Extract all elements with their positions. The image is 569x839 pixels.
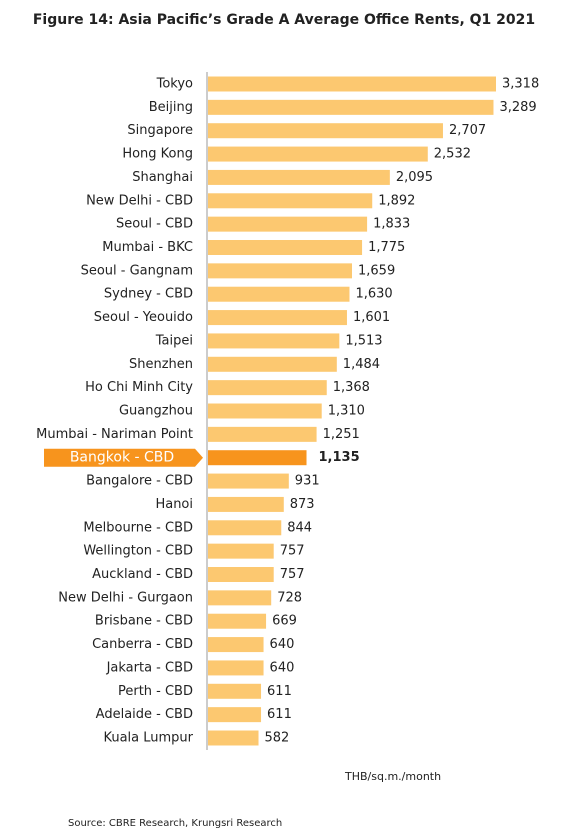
- value-label: 757: [280, 567, 305, 582]
- bar: [208, 310, 347, 326]
- bar: [208, 567, 274, 582]
- y-tick-label: Mumbai - BKC: [102, 240, 193, 255]
- y-tick-label: Sydney - CBD: [104, 287, 193, 302]
- value-label: 844: [287, 520, 312, 535]
- value-label: 640: [270, 660, 295, 675]
- bar: [208, 99, 494, 115]
- value-label: 640: [270, 637, 295, 652]
- bar: [208, 543, 274, 559]
- bar: [208, 123, 443, 139]
- value-label: 757: [280, 544, 305, 559]
- bar: [208, 76, 496, 92]
- value-label: 1,251: [323, 427, 360, 442]
- y-tick-label: Tokyo: [156, 77, 193, 92]
- y-tick-label: Hong Kong: [122, 147, 193, 162]
- y-tick-label: New Delhi - Gurgaon: [58, 590, 193, 605]
- y-tick-label: Brisbane - CBD: [95, 614, 193, 629]
- value-label: 1,659: [358, 263, 395, 278]
- bar: [208, 169, 390, 185]
- bar: [208, 193, 373, 209]
- chart-title: Figure 14: Asia Pacific’s Grade A Averag…: [33, 12, 535, 28]
- y-tick-label: Shenzhen: [129, 357, 193, 372]
- bar: [208, 496, 284, 512]
- value-label: 2,532: [434, 147, 471, 162]
- bar: [208, 450, 307, 466]
- value-label: 1,601: [353, 310, 390, 325]
- y-tick-label: Mumbai - Nariman Point: [36, 427, 193, 442]
- y-tick-label: Adelaide - CBD: [96, 707, 193, 722]
- bar: [208, 426, 317, 442]
- bar: [208, 356, 337, 372]
- value-label: 1,513: [345, 333, 382, 348]
- value-label: 1,368: [333, 380, 370, 395]
- y-tick-label: Bangalore - CBD: [86, 474, 193, 489]
- y-tick-label: Taipei: [155, 333, 193, 348]
- y-tick-label: Perth - CBD: [118, 684, 193, 699]
- y-tick-label: Ho Chi Minh City: [85, 380, 193, 395]
- y-tick-label: Seoul - CBD: [116, 217, 193, 232]
- bar: [208, 263, 352, 279]
- value-label: 1,892: [378, 193, 415, 208]
- y-tick-label: Kuala Lumpur: [103, 731, 193, 746]
- bar: [208, 473, 289, 489]
- y-tick-label: Wellington - CBD: [83, 544, 193, 559]
- value-label: 1,135: [319, 450, 360, 465]
- y-tick-label: Jakarta - CBD: [106, 660, 193, 675]
- y-tick-label: Singapore: [127, 123, 193, 138]
- value-label: 3,318: [502, 77, 539, 92]
- bar: [208, 380, 327, 396]
- y-tick-label: Guangzhou: [119, 404, 193, 419]
- bar: [208, 286, 350, 302]
- value-label: 873: [290, 497, 315, 512]
- bar: [208, 613, 267, 629]
- y-tick-label: Melbourne - CBD: [83, 520, 193, 535]
- y-tick-label: Shanghai: [132, 170, 193, 185]
- unit-label: THB/sq.m./month: [344, 770, 441, 783]
- value-label: 611: [267, 707, 292, 722]
- bar: [208, 240, 363, 255]
- bar: [208, 333, 340, 349]
- value-label: 2,707: [449, 123, 486, 138]
- y-tick-label: Seoul - Yeouido: [94, 310, 193, 325]
- value-label: 728: [277, 590, 302, 605]
- y-tick-label: Bangkok - CBD: [70, 450, 174, 466]
- bar: [208, 730, 259, 746]
- bar: [208, 707, 262, 723]
- highlight-tag: [44, 448, 203, 467]
- y-tick-label: Hanoi: [155, 497, 193, 512]
- bar: [208, 637, 264, 653]
- y-tick-label: Canberra - CBD: [92, 637, 193, 652]
- source: Source: CBRE Research, Krungsri Research: [68, 818, 282, 829]
- bar: [208, 520, 282, 536]
- value-label: 1,310: [328, 404, 365, 419]
- value-label: 1,484: [343, 357, 380, 372]
- bar: [208, 590, 272, 606]
- value-label: 611: [267, 684, 292, 699]
- bar: [208, 216, 368, 232]
- y-tick-label: Beijing: [149, 100, 193, 115]
- value-label: 2,095: [396, 170, 433, 185]
- value-label: 1,775: [368, 240, 405, 255]
- bar: [208, 403, 322, 419]
- value-label: 931: [295, 474, 320, 489]
- value-label: 1,833: [373, 217, 410, 232]
- value-label: 582: [265, 731, 290, 746]
- value-label: 1,630: [355, 287, 392, 302]
- bar: [208, 146, 428, 162]
- bar: [208, 660, 264, 676]
- y-tick-label: Seoul - Gangnam: [81, 263, 193, 278]
- y-tick-label: New Delhi - CBD: [86, 193, 193, 208]
- bar: [208, 683, 262, 699]
- value-label: 669: [272, 614, 297, 629]
- value-label: 3,289: [499, 100, 536, 115]
- y-tick-label: Auckland - CBD: [92, 567, 193, 582]
